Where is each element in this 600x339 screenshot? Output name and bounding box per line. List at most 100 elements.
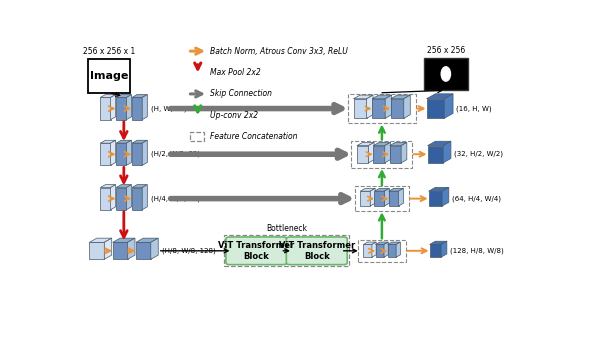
Text: ViT Transformer
Block: ViT Transformer Block — [278, 241, 355, 260]
Polygon shape — [127, 185, 131, 210]
Text: (128, H/8, W/8): (128, H/8, W/8) — [449, 247, 503, 254]
Polygon shape — [128, 238, 135, 259]
Polygon shape — [430, 244, 441, 257]
Text: (H/2, W/2, 32): (H/2, W/2, 32) — [151, 151, 200, 158]
Text: Max Pool 2x2: Max Pool 2x2 — [210, 68, 260, 77]
Text: Up-conv 2x2: Up-conv 2x2 — [210, 111, 258, 120]
Polygon shape — [357, 142, 374, 146]
Polygon shape — [443, 141, 451, 163]
Polygon shape — [132, 143, 142, 165]
Polygon shape — [441, 241, 447, 257]
Polygon shape — [100, 143, 110, 165]
Text: Feature Concatenation: Feature Concatenation — [210, 132, 298, 141]
Polygon shape — [127, 95, 131, 120]
Polygon shape — [116, 143, 127, 165]
Polygon shape — [367, 95, 373, 118]
Polygon shape — [388, 242, 400, 244]
Polygon shape — [110, 185, 116, 210]
Polygon shape — [142, 185, 148, 210]
Polygon shape — [104, 238, 112, 259]
Polygon shape — [370, 188, 375, 206]
Polygon shape — [353, 99, 367, 118]
Polygon shape — [353, 95, 373, 99]
FancyBboxPatch shape — [286, 237, 347, 265]
Polygon shape — [132, 187, 142, 210]
Polygon shape — [373, 142, 391, 146]
Polygon shape — [113, 238, 135, 242]
Text: (H/8, W/8, 128): (H/8, W/8, 128) — [162, 247, 216, 254]
Polygon shape — [374, 191, 385, 206]
Polygon shape — [361, 188, 375, 191]
Text: (64, H/4, W/4): (64, H/4, W/4) — [452, 195, 500, 202]
FancyBboxPatch shape — [424, 58, 468, 90]
Polygon shape — [374, 188, 389, 191]
Polygon shape — [364, 242, 376, 244]
Polygon shape — [116, 185, 131, 187]
Polygon shape — [428, 141, 451, 146]
Polygon shape — [132, 185, 148, 187]
Polygon shape — [132, 95, 148, 97]
Polygon shape — [372, 99, 385, 118]
Text: Image: Image — [90, 71, 128, 81]
Polygon shape — [361, 191, 370, 206]
Polygon shape — [373, 146, 385, 163]
Polygon shape — [389, 191, 398, 206]
Text: Batch Norm, Atrous Conv 3x3, ReLU: Batch Norm, Atrous Conv 3x3, ReLU — [210, 47, 348, 56]
Polygon shape — [116, 140, 131, 143]
Text: (32, H/2, W/2): (32, H/2, W/2) — [454, 151, 503, 158]
Polygon shape — [389, 142, 407, 146]
Polygon shape — [384, 242, 388, 257]
Polygon shape — [110, 140, 116, 165]
Polygon shape — [444, 94, 453, 118]
Polygon shape — [389, 188, 403, 191]
Polygon shape — [428, 187, 449, 191]
Polygon shape — [357, 146, 368, 163]
FancyBboxPatch shape — [226, 237, 287, 265]
Polygon shape — [368, 142, 374, 163]
Polygon shape — [364, 244, 372, 257]
Polygon shape — [89, 242, 104, 259]
Polygon shape — [376, 244, 384, 257]
Polygon shape — [151, 238, 158, 259]
Ellipse shape — [441, 67, 451, 81]
Polygon shape — [404, 95, 410, 118]
Polygon shape — [116, 95, 131, 97]
Polygon shape — [132, 97, 142, 120]
Polygon shape — [136, 242, 151, 259]
Polygon shape — [391, 99, 404, 118]
Polygon shape — [372, 242, 376, 257]
Text: Skip Connection: Skip Connection — [210, 89, 272, 98]
Text: 256 x 256 x 1: 256 x 256 x 1 — [83, 47, 135, 56]
Polygon shape — [142, 140, 148, 165]
Text: (16, H, W): (16, H, W) — [456, 105, 491, 112]
Polygon shape — [396, 242, 400, 257]
Text: ViT Transformer
Block: ViT Transformer Block — [218, 241, 295, 260]
Polygon shape — [142, 95, 148, 120]
Polygon shape — [401, 142, 407, 163]
Polygon shape — [427, 94, 453, 99]
Polygon shape — [385, 188, 389, 206]
Polygon shape — [376, 242, 388, 244]
Polygon shape — [127, 140, 131, 165]
Polygon shape — [132, 140, 148, 143]
Text: (H, W, 16): (H, W, 16) — [151, 105, 187, 112]
FancyBboxPatch shape — [88, 59, 130, 93]
Polygon shape — [89, 238, 112, 242]
Polygon shape — [430, 241, 447, 244]
Polygon shape — [100, 187, 110, 210]
Polygon shape — [110, 95, 116, 120]
Polygon shape — [100, 97, 110, 120]
Polygon shape — [100, 140, 116, 143]
Polygon shape — [100, 95, 116, 97]
Polygon shape — [136, 238, 158, 242]
Text: 256 x 256: 256 x 256 — [427, 46, 465, 55]
Polygon shape — [428, 191, 442, 206]
Polygon shape — [100, 185, 116, 187]
Polygon shape — [428, 146, 443, 163]
Polygon shape — [427, 99, 444, 118]
Text: (H/4, W/4, 64): (H/4, W/4, 64) — [151, 195, 200, 202]
Polygon shape — [116, 187, 127, 210]
Polygon shape — [442, 187, 449, 206]
Polygon shape — [372, 95, 392, 99]
Polygon shape — [398, 188, 403, 206]
